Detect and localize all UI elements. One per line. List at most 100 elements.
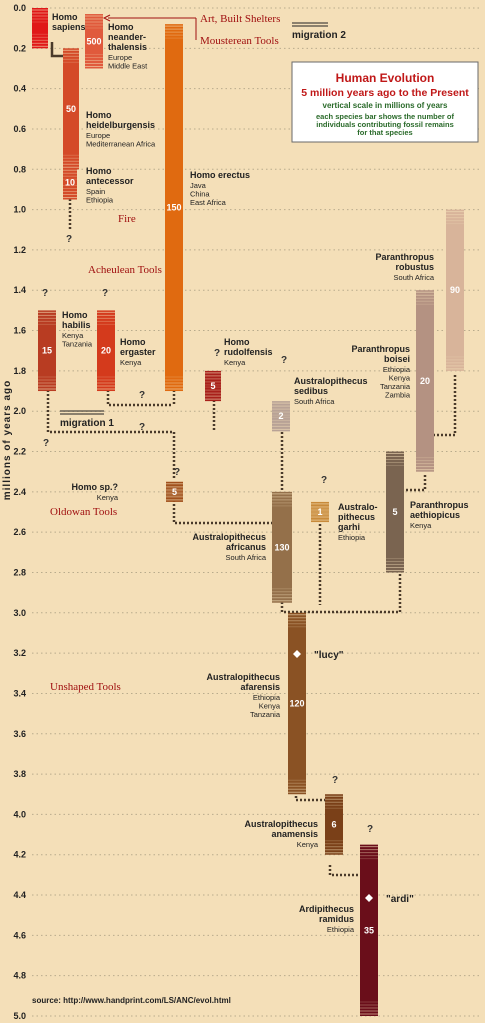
species-name: robustus xyxy=(395,262,434,272)
species-bar xyxy=(272,401,290,432)
y-tick-label: 2.4 xyxy=(13,487,26,497)
species-location: Tanzania xyxy=(250,710,281,719)
tool-label: Acheulean Tools xyxy=(88,264,162,276)
species-location: Tanzania xyxy=(62,340,93,349)
species-count: 150 xyxy=(166,203,181,213)
tool-label: Fire xyxy=(118,213,136,225)
species-location: Java xyxy=(190,181,207,190)
question-mark: ? xyxy=(42,288,48,299)
species-name: aethiopicus xyxy=(410,510,460,520)
species-bar xyxy=(416,290,434,472)
species-count: 35 xyxy=(364,925,374,935)
species-location: Ethiopia xyxy=(253,693,281,702)
species-location: Zambia xyxy=(385,391,411,400)
species-name: sapiens xyxy=(52,22,86,32)
species-count: 90 xyxy=(450,285,460,295)
species-location: Spain xyxy=(86,187,105,196)
y-tick-label: 3.2 xyxy=(13,648,26,658)
species-location: Kenya xyxy=(224,358,246,367)
source-label: source: http://www.handprint.com/LS/ANC/… xyxy=(32,996,231,1005)
species-name: Homo xyxy=(52,12,78,22)
lineage-connector xyxy=(172,500,280,525)
y-tick-label: 4.6 xyxy=(13,930,26,940)
species-name: Australopithecus xyxy=(294,376,368,386)
y-tick-label: 4.8 xyxy=(13,971,26,981)
species-name: Paranthropus xyxy=(351,344,410,354)
species-name: heidelburgensis xyxy=(86,120,155,130)
y-tick-label: 1.4 xyxy=(13,285,26,295)
species-location: Europe xyxy=(86,131,110,140)
y-tick-label: 3.4 xyxy=(13,688,26,698)
question-mark: ? xyxy=(66,234,72,245)
species-name: Australopithecus xyxy=(206,672,280,682)
chart-note: individuals contributing fossil remains xyxy=(316,120,454,129)
chart-title: Human Evolution xyxy=(336,71,435,85)
species-name: Australo- xyxy=(338,502,378,512)
species-location: Ethiopia xyxy=(383,365,411,374)
species-location: Tanzania xyxy=(380,382,411,391)
species-name: sedibus xyxy=(294,386,328,396)
species-bar xyxy=(446,209,464,371)
species-location: South Africa xyxy=(394,273,435,282)
species-location: China xyxy=(190,190,210,199)
species-count: 20 xyxy=(101,346,111,356)
species-name: Ardipithecus xyxy=(299,904,354,914)
y-tick-label: 4.0 xyxy=(13,809,26,819)
question-mark: ? xyxy=(139,390,145,401)
species-name: pithecus xyxy=(338,512,375,522)
species-name: thalensis xyxy=(108,42,147,52)
lucy-marker xyxy=(293,650,301,658)
species-location: South Africa xyxy=(294,397,335,406)
y-tick-label: 2.2 xyxy=(13,447,26,457)
chart-note: for that species xyxy=(357,128,412,137)
migration-label: migration 2 xyxy=(292,30,346,41)
tool-label: Mousterean Tools xyxy=(200,35,279,47)
y-tick-label: 0.8 xyxy=(13,164,26,174)
species-name: boisei xyxy=(384,354,410,364)
lineage-connector xyxy=(106,390,172,407)
lineage-connector xyxy=(280,572,402,614)
y-tick-label: 1.6 xyxy=(13,326,26,336)
species-name: Homo xyxy=(86,110,112,120)
species-location: Kenya xyxy=(62,331,84,340)
y-tick-label: 2.0 xyxy=(13,406,26,416)
y-tick-label: 5.0 xyxy=(13,1011,26,1021)
species-bar xyxy=(32,8,48,49)
species-count: 130 xyxy=(274,542,289,552)
species-count: 6 xyxy=(331,819,336,829)
species-name: Homo erectus xyxy=(190,170,250,180)
species-location: East Africa xyxy=(190,198,227,207)
migration-label: migration 1 xyxy=(60,418,114,429)
species-name: rudolfensis xyxy=(224,347,273,357)
y-tick-label: 0.2 xyxy=(13,43,26,53)
tool-label: Art, Built Shelters xyxy=(200,13,280,25)
lineage-connector xyxy=(432,375,457,437)
species-bar xyxy=(85,14,103,69)
y-tick-label: 3.0 xyxy=(13,608,26,618)
species-bar xyxy=(205,370,221,402)
y-tick-label: 4.2 xyxy=(13,850,26,860)
y-tick-label: 0.6 xyxy=(13,124,26,134)
question-mark: ? xyxy=(214,348,220,359)
species-name: Paranthropus xyxy=(375,252,434,262)
species-bar xyxy=(63,165,77,200)
question-mark: ? xyxy=(174,467,180,478)
species-location: Kenya xyxy=(410,521,432,530)
species-location: Middle East xyxy=(108,62,148,71)
chart-subtitle: 5 million years ago to the Present xyxy=(301,87,469,99)
question-mark: ? xyxy=(281,355,287,366)
y-tick-label: 0.4 xyxy=(13,84,26,94)
species-bar xyxy=(272,491,292,603)
y-tick-label: 0.0 xyxy=(13,3,26,13)
chart-note: vertical scale in millions of years xyxy=(323,101,449,110)
species-name: Homo xyxy=(224,337,250,347)
species-bar xyxy=(360,844,378,1016)
species-name: anamensis xyxy=(271,829,318,839)
species-location: South Africa xyxy=(226,553,267,562)
question-mark: ? xyxy=(102,288,108,299)
species-name: garhi xyxy=(338,522,360,532)
species-location: Europe xyxy=(108,53,132,62)
y-tick-label: 1.0 xyxy=(13,205,26,215)
species-name: Homo sp.? xyxy=(72,482,119,492)
